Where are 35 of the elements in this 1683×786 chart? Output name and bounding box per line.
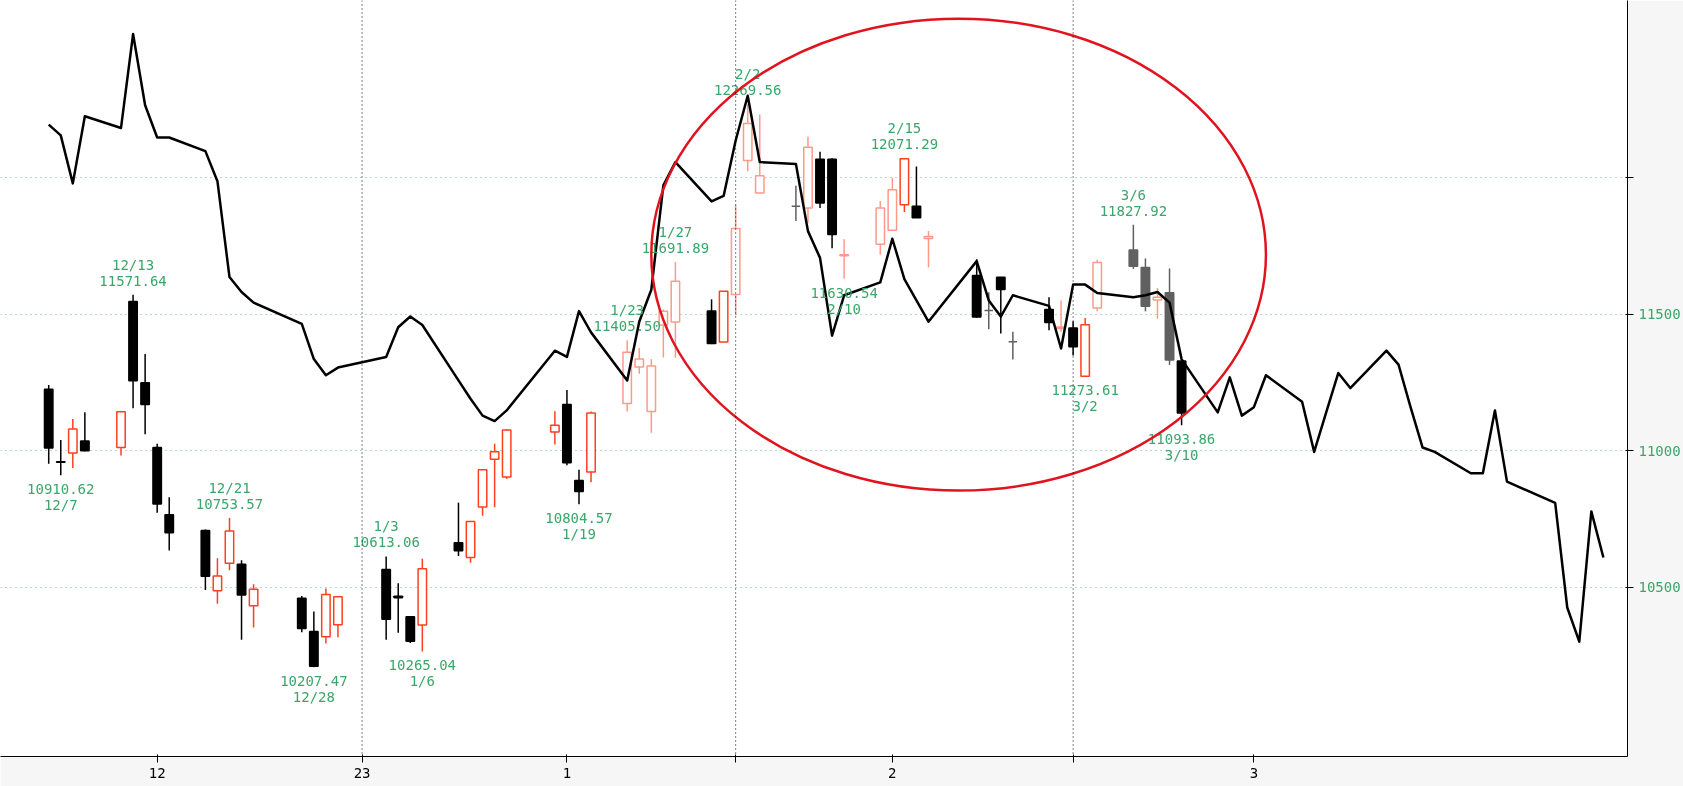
x-tick-label: 3	[1249, 764, 1259, 781]
candlestick	[574, 468, 584, 505]
annotation: 12/21 10753.57	[195, 480, 264, 513]
annotation: 10207.47 12/28	[280, 673, 348, 706]
annotation: 10910.62 12/7	[27, 481, 95, 514]
candlestick	[55, 439, 66, 476]
candlestick	[248, 583, 259, 629]
candlestick	[79, 411, 90, 453]
annotation: 10804.57 1/19	[545, 510, 613, 543]
candlestick	[164, 496, 175, 552]
y-tick-label: 11000	[1638, 442, 1681, 459]
annotation: 12/13 11571.64	[99, 256, 167, 289]
candlestick	[1128, 224, 1139, 270]
y-tick-label: 11500	[1638, 306, 1681, 323]
annotation: 2/15 12071.29	[870, 120, 939, 153]
candlestick	[489, 442, 500, 509]
candlestick	[140, 353, 151, 435]
annotation: 1/3 10613.06	[352, 518, 420, 551]
annotation: 10265.04 1/6	[388, 657, 457, 690]
x-tick-label: 12	[148, 764, 166, 781]
y-tick-label: 10500	[1638, 579, 1681, 596]
candlestick	[634, 347, 645, 375]
candlestick	[212, 557, 223, 605]
annotation: 3/6 11827.92	[1099, 186, 1168, 219]
candlestick	[549, 410, 560, 446]
x-tick-label: 23	[353, 764, 371, 781]
candlestick	[1152, 287, 1163, 320]
candlestick	[995, 276, 1006, 335]
candlestick	[911, 165, 922, 219]
annotation: 11093.86 3/10	[1147, 431, 1216, 464]
annotation: 11273.61 3/2	[1051, 382, 1119, 415]
candlestick	[839, 238, 850, 280]
x-tick-label: 2	[888, 764, 897, 781]
candlestick	[754, 113, 765, 194]
x-tick-label: 1	[562, 764, 572, 781]
